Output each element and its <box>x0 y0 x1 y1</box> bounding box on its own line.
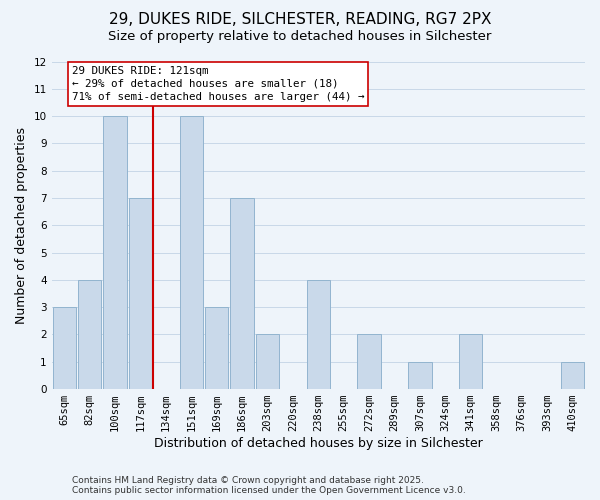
X-axis label: Distribution of detached houses by size in Silchester: Distribution of detached houses by size … <box>154 437 483 450</box>
Text: Contains public sector information licensed under the Open Government Licence v3: Contains public sector information licen… <box>72 486 466 495</box>
Text: Size of property relative to detached houses in Silchester: Size of property relative to detached ho… <box>109 30 491 43</box>
Bar <box>78 280 101 389</box>
Bar <box>307 280 330 389</box>
Text: Contains HM Land Registry data © Crown copyright and database right 2025.: Contains HM Land Registry data © Crown c… <box>72 476 424 485</box>
Y-axis label: Number of detached properties: Number of detached properties <box>15 127 28 324</box>
Bar <box>408 362 431 389</box>
Bar <box>103 116 127 389</box>
Bar <box>53 307 76 389</box>
Text: 29, DUKES RIDE, SILCHESTER, READING, RG7 2PX: 29, DUKES RIDE, SILCHESTER, READING, RG7… <box>109 12 491 28</box>
Text: 29 DUKES RIDE: 121sqm
← 29% of detached houses are smaller (18)
71% of semi-deta: 29 DUKES RIDE: 121sqm ← 29% of detached … <box>72 66 364 102</box>
Bar <box>179 116 203 389</box>
Bar <box>230 198 254 389</box>
Bar <box>256 334 279 389</box>
Bar <box>129 198 152 389</box>
Bar <box>358 334 381 389</box>
Bar <box>560 362 584 389</box>
Bar <box>459 334 482 389</box>
Bar <box>205 307 229 389</box>
